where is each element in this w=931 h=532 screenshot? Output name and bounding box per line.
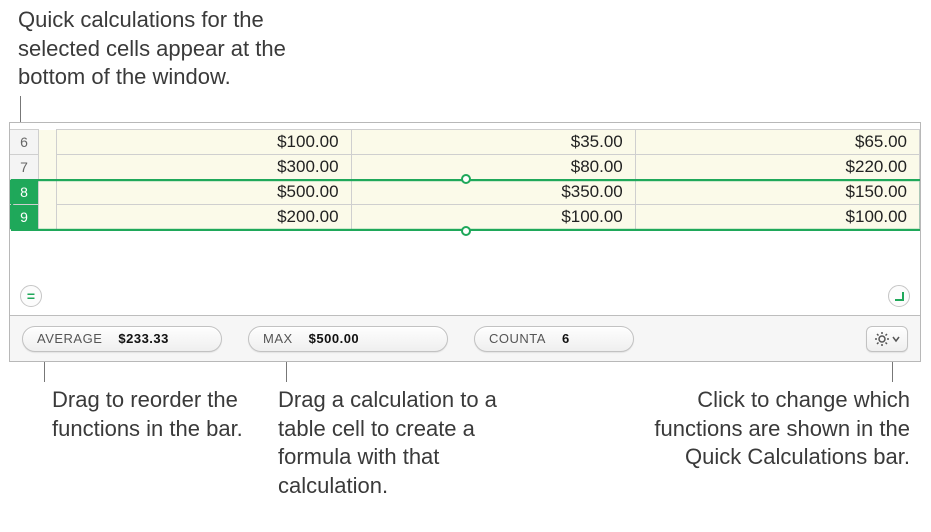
calc-pill-max[interactable]: MAX $500.00 <box>248 326 448 352</box>
app-window: 6$100.00$35.00$65.007$300.00$80.00$220.0… <box>9 122 921 362</box>
gap-cell <box>38 180 56 205</box>
chevron-down-icon <box>892 335 900 343</box>
callout-top: Quick calculations for the selected cell… <box>18 6 348 92</box>
table-cell[interactable]: $35.00 <box>351 130 635 155</box>
gear-icon <box>874 331 890 347</box>
row-header[interactable]: 6 <box>10 130 38 155</box>
calc-bar-settings-button[interactable] <box>866 326 908 352</box>
row-header[interactable]: 7 <box>10 155 38 180</box>
calc-pill-counta[interactable]: COUNTA 6 <box>474 326 634 352</box>
calc-fn-value: $500.00 <box>309 331 360 346</box>
table-cell[interactable]: $80.00 <box>351 155 635 180</box>
callout-gear: Click to change which functions are show… <box>640 386 910 472</box>
gap-cell <box>38 155 56 180</box>
table-cell[interactable]: $100.00 <box>57 130 351 155</box>
table-cell[interactable]: $65.00 <box>635 130 919 155</box>
table-cell[interactable]: $350.00 <box>351 180 635 205</box>
row-header[interactable]: 9 <box>10 205 38 230</box>
equals-icon[interactable]: = <box>20 285 42 307</box>
gap-cell <box>38 205 56 230</box>
quick-calc-bar: AVERAGE $233.33 MAX $500.00 COUNTA 6 <box>10 315 920 361</box>
table-cell[interactable]: $100.00 <box>635 205 919 230</box>
calc-fn-label: MAX <box>263 331 293 346</box>
calc-fn-value: $233.33 <box>118 331 169 346</box>
table-cell[interactable]: $200.00 <box>57 205 351 230</box>
table-cell[interactable]: $220.00 <box>635 155 919 180</box>
calc-fn-label: AVERAGE <box>37 331 102 346</box>
table-cell[interactable]: $300.00 <box>57 155 351 180</box>
calc-fn-label: COUNTA <box>489 331 546 346</box>
table-cell[interactable]: $100.00 <box>351 205 635 230</box>
gap-cell <box>38 130 56 155</box>
table-cell[interactable]: $500.00 <box>57 180 351 205</box>
callout-drag-formula: Drag a calculation to a table cell to cr… <box>278 386 538 500</box>
calc-fn-value: 6 <box>562 331 570 346</box>
table-cell[interactable]: $150.00 <box>635 180 919 205</box>
spreadsheet-table[interactable]: 6$100.00$35.00$65.007$300.00$80.00$220.0… <box>10 123 920 230</box>
callout-reorder: Drag to reorder the functions in the bar… <box>52 386 252 443</box>
corner-icon[interactable] <box>888 285 910 307</box>
row-header[interactable]: 8 <box>10 180 38 205</box>
calc-pill-average[interactable]: AVERAGE $233.33 <box>22 326 222 352</box>
